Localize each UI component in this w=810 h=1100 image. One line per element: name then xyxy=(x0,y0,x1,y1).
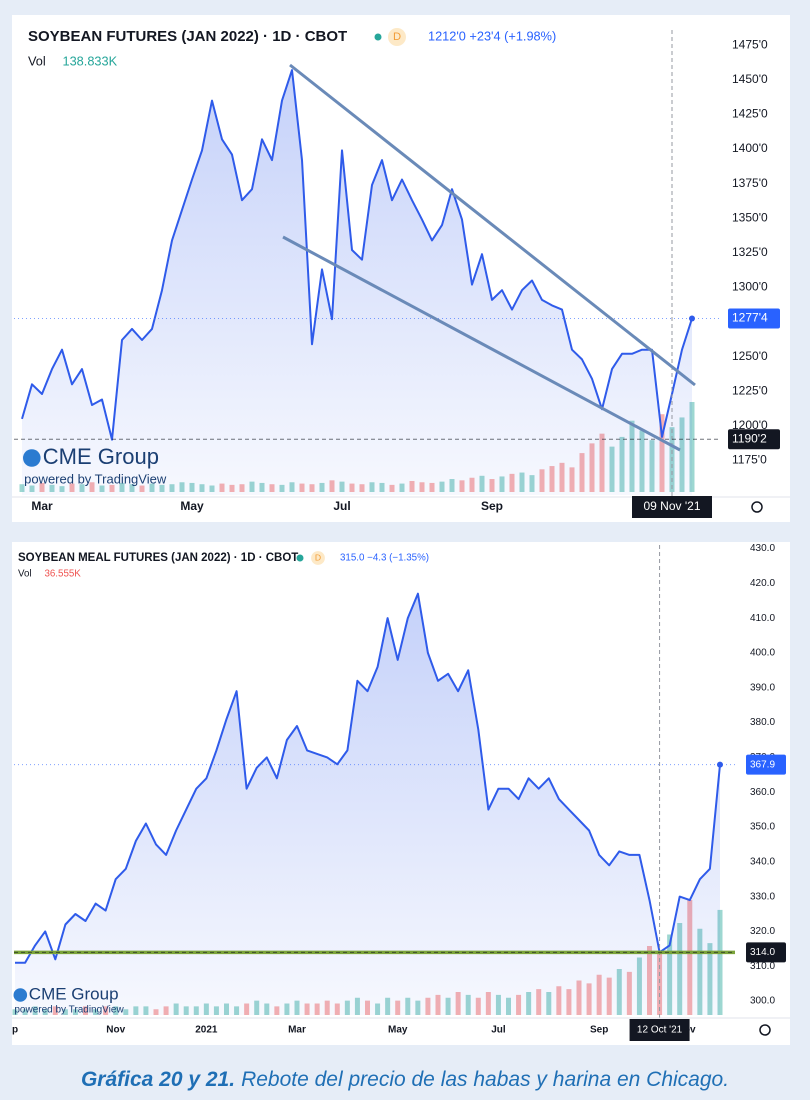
x-tick-label: Jul xyxy=(333,499,350,513)
x-tick-label: May xyxy=(180,499,204,513)
y-tick-label: 380.0 xyxy=(750,717,775,728)
caption: Gráfica 20 y 21. Rebote del precio de las… xyxy=(81,1068,729,1091)
price-line xyxy=(21,69,693,441)
area xyxy=(22,70,692,495)
y-tick-label: 1225'0 xyxy=(732,383,768,397)
crosshair-date-box xyxy=(632,496,712,518)
y-tick-label: 390.0 xyxy=(750,682,775,693)
badge-bg xyxy=(311,551,325,565)
area xyxy=(15,593,720,1015)
crosshair-date: 12 Oct '21 xyxy=(637,1025,683,1036)
settings-gear xyxy=(759,1024,771,1036)
volume-value: 36.555K xyxy=(44,569,81,580)
y-tick-label: 1475'0 xyxy=(732,37,768,51)
trendline xyxy=(289,63,696,387)
volume-label: Vol xyxy=(28,53,46,68)
y-tick-label: 300.0 xyxy=(750,996,775,1007)
x-tick-label: Nov xyxy=(106,1025,125,1036)
volume-label: Vol xyxy=(18,569,32,580)
badge-bg xyxy=(388,28,406,46)
y-tick-label: 1350'0 xyxy=(732,210,768,224)
x-tick-label: 2021 xyxy=(195,1025,218,1036)
y-tick-label: 1375'0 xyxy=(732,176,768,190)
x-tick-label: p xyxy=(12,1025,18,1036)
y-tick-label: 420.0 xyxy=(750,578,775,589)
crosshair-date: 09 Nov '21 xyxy=(644,499,701,513)
badge: D xyxy=(315,552,321,562)
y-tick-label: 1300'0 xyxy=(732,280,768,294)
y-tick-label: 400.0 xyxy=(750,648,775,659)
price-label: 1277'4 xyxy=(732,311,768,325)
x-tick-label: Sep xyxy=(481,499,503,513)
caption-label: Gráfica 20 y 21. xyxy=(81,1068,235,1091)
crosshair-date-box xyxy=(629,1019,690,1041)
price-label: 367.9 xyxy=(750,759,775,770)
price-label: 314.0 xyxy=(750,947,775,958)
y-tick-label: 1325'0 xyxy=(732,245,768,259)
price-label-box xyxy=(728,308,780,329)
watermark: CME Group xyxy=(29,984,119,1003)
chart-title: SOYBEAN MEAL FUTURES (JAN 2022) · 1D · C… xyxy=(18,552,298,564)
quote: 315.0 −4.3 (−1.35%) xyxy=(340,553,429,564)
settings-gear xyxy=(751,501,763,513)
watermark: CME Group xyxy=(43,444,159,469)
x-tick-label: Jul xyxy=(491,1025,506,1036)
price-line xyxy=(15,592,721,964)
y-tick-label: 430.0 xyxy=(750,543,775,554)
x-tick-label: Mar xyxy=(31,499,53,513)
trendline xyxy=(282,235,681,452)
caption-text: Rebote del precio de las habas y harina … xyxy=(241,1068,729,1091)
y-tick-label: 360.0 xyxy=(750,787,775,798)
x-tick-label: ov xyxy=(684,1025,696,1036)
status-dot xyxy=(296,554,304,562)
price-label-box xyxy=(746,942,786,963)
y-tick-label: 410.0 xyxy=(750,613,775,624)
volume-value: 138.833K xyxy=(63,53,118,68)
y-tick-label: 1400'0 xyxy=(732,141,768,155)
y-tick-label: 1250'0 xyxy=(732,349,768,363)
powered-by: powered by TradingView xyxy=(24,471,167,486)
last-point xyxy=(717,761,723,768)
y-tick-label: 1200'0 xyxy=(732,418,768,432)
status-dot xyxy=(374,33,382,41)
y-tick-label: 1175'0 xyxy=(732,453,767,467)
y-tick-label: 320.0 xyxy=(750,926,775,937)
y-tick-label: 330.0 xyxy=(750,891,775,902)
y-tick-label: 350.0 xyxy=(750,822,775,833)
price-label-box xyxy=(728,429,780,450)
quote: 1212'0 +23'4 (+1.98%) xyxy=(428,28,556,43)
logo-globe xyxy=(23,449,41,467)
x-tick-label: May xyxy=(388,1025,408,1036)
chart-title: SOYBEAN FUTURES (JAN 2022) · 1D · CBOT xyxy=(28,28,347,45)
logo-globe xyxy=(13,988,28,1002)
y-tick-label: 1425'0 xyxy=(732,107,768,121)
price-label-box xyxy=(746,754,786,775)
y-tick-label: 310.0 xyxy=(750,961,775,972)
y-tick-label: 1450'0 xyxy=(732,72,768,86)
badge: D xyxy=(393,31,401,43)
last-point xyxy=(689,315,695,322)
x-tick-label: Mar xyxy=(288,1025,306,1036)
x-tick-label: Sep xyxy=(590,1025,608,1036)
y-tick-label: 340.0 xyxy=(750,856,775,867)
price-label: 1190'2 xyxy=(732,431,767,445)
powered-by: powered by TradingView xyxy=(14,1005,124,1016)
